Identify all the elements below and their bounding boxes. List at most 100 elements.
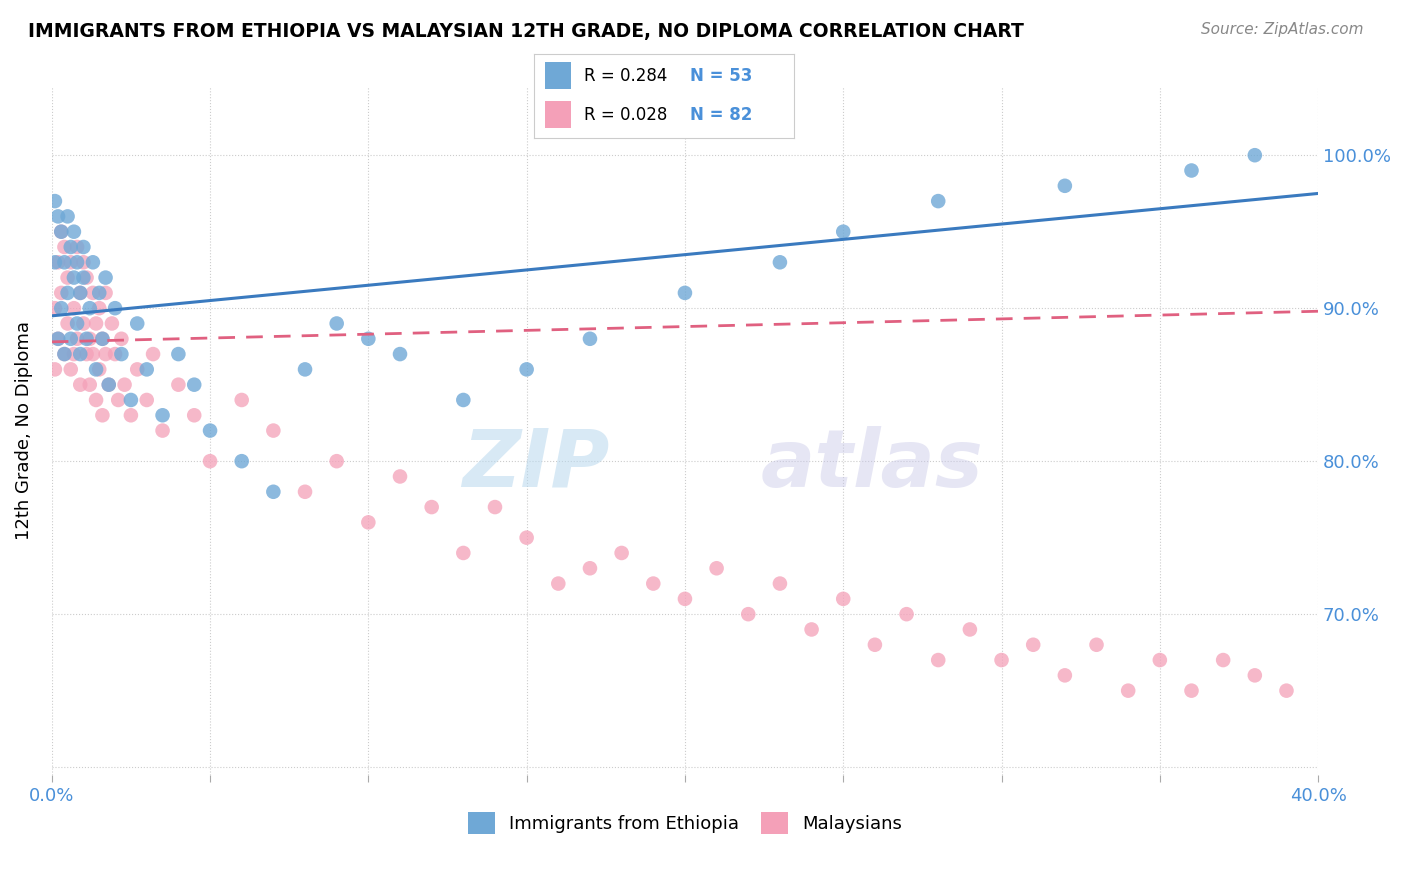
Point — [63, 347, 86, 361]
Text: N = 82: N = 82 — [690, 105, 752, 123]
Point — [198, 454, 221, 468]
Point — [294, 362, 316, 376]
Point — [101, 317, 124, 331]
Point — [72, 240, 94, 254]
Point — [1053, 178, 1076, 193]
Point — [56, 317, 79, 331]
Point — [76, 270, 98, 285]
Point — [231, 454, 253, 468]
Point — [63, 270, 86, 285]
Point — [51, 301, 73, 316]
Point — [183, 377, 205, 392]
Point — [262, 424, 284, 438]
Point — [82, 347, 104, 361]
Point — [832, 591, 855, 606]
Point — [357, 332, 380, 346]
Point — [91, 332, 114, 346]
Point — [927, 194, 949, 208]
Point — [610, 546, 633, 560]
Point — [325, 454, 347, 468]
Text: ZIP: ZIP — [461, 426, 609, 504]
Point — [46, 332, 69, 346]
Point — [46, 332, 69, 346]
Point — [76, 347, 98, 361]
Point — [53, 240, 76, 254]
Point — [44, 194, 66, 208]
Text: IMMIGRANTS FROM ETHIOPIA VS MALAYSIAN 12TH GRADE, NO DIPLOMA CORRELATION CHART: IMMIGRANTS FROM ETHIOPIA VS MALAYSIAN 12… — [28, 22, 1024, 41]
Point — [142, 347, 165, 361]
Point — [66, 332, 89, 346]
Point — [44, 362, 66, 376]
Point — [673, 591, 696, 606]
Point — [135, 392, 157, 407]
Point — [56, 210, 79, 224]
Point — [388, 347, 411, 361]
Legend: Immigrants from Ethiopia, Malaysians: Immigrants from Ethiopia, Malaysians — [460, 805, 910, 841]
Point — [104, 347, 127, 361]
Point — [127, 317, 149, 331]
Point — [388, 469, 411, 483]
Point — [294, 484, 316, 499]
Point — [59, 255, 82, 269]
Text: R = 0.284: R = 0.284 — [583, 67, 666, 85]
FancyBboxPatch shape — [544, 62, 571, 89]
Point — [420, 500, 443, 514]
Point — [120, 409, 142, 423]
Point — [59, 332, 82, 346]
Point — [59, 240, 82, 254]
Point — [69, 377, 91, 392]
Point — [46, 255, 69, 269]
Point — [737, 607, 759, 622]
Point — [84, 362, 107, 376]
Point — [44, 255, 66, 269]
Point — [769, 576, 792, 591]
Point — [643, 576, 665, 591]
Point — [167, 377, 190, 392]
Point — [1116, 683, 1139, 698]
Text: N = 53: N = 53 — [690, 67, 752, 85]
Point — [69, 285, 91, 300]
Point — [56, 270, 79, 285]
Point — [89, 285, 111, 300]
Point — [69, 347, 91, 361]
Point — [53, 347, 76, 361]
Point — [1243, 668, 1265, 682]
Point — [262, 484, 284, 499]
Point — [673, 285, 696, 300]
Point — [516, 531, 538, 545]
Point — [127, 362, 149, 376]
Point — [66, 240, 89, 254]
Point — [1212, 653, 1234, 667]
Point — [357, 516, 380, 530]
Point — [89, 301, 111, 316]
Point — [769, 255, 792, 269]
Point — [579, 561, 602, 575]
Point — [453, 392, 475, 407]
Point — [183, 409, 205, 423]
Point — [959, 623, 981, 637]
Text: Source: ZipAtlas.com: Source: ZipAtlas.com — [1201, 22, 1364, 37]
Point — [1085, 638, 1108, 652]
Y-axis label: 12th Grade, No Diploma: 12th Grade, No Diploma — [15, 321, 32, 540]
Point — [72, 317, 94, 331]
Point — [91, 332, 114, 346]
Point — [94, 270, 117, 285]
Point — [990, 653, 1012, 667]
Point — [53, 255, 76, 269]
Point — [89, 362, 111, 376]
Point — [325, 317, 347, 331]
Point — [79, 301, 101, 316]
Point — [152, 424, 174, 438]
Point — [107, 392, 129, 407]
Point — [110, 332, 132, 346]
Point — [453, 546, 475, 560]
Point — [547, 576, 569, 591]
Point — [1275, 683, 1298, 698]
Text: R = 0.028: R = 0.028 — [583, 105, 666, 123]
Point — [76, 332, 98, 346]
Point — [51, 225, 73, 239]
Point — [1053, 668, 1076, 682]
Point — [97, 377, 120, 392]
Point — [44, 301, 66, 316]
Point — [79, 377, 101, 392]
